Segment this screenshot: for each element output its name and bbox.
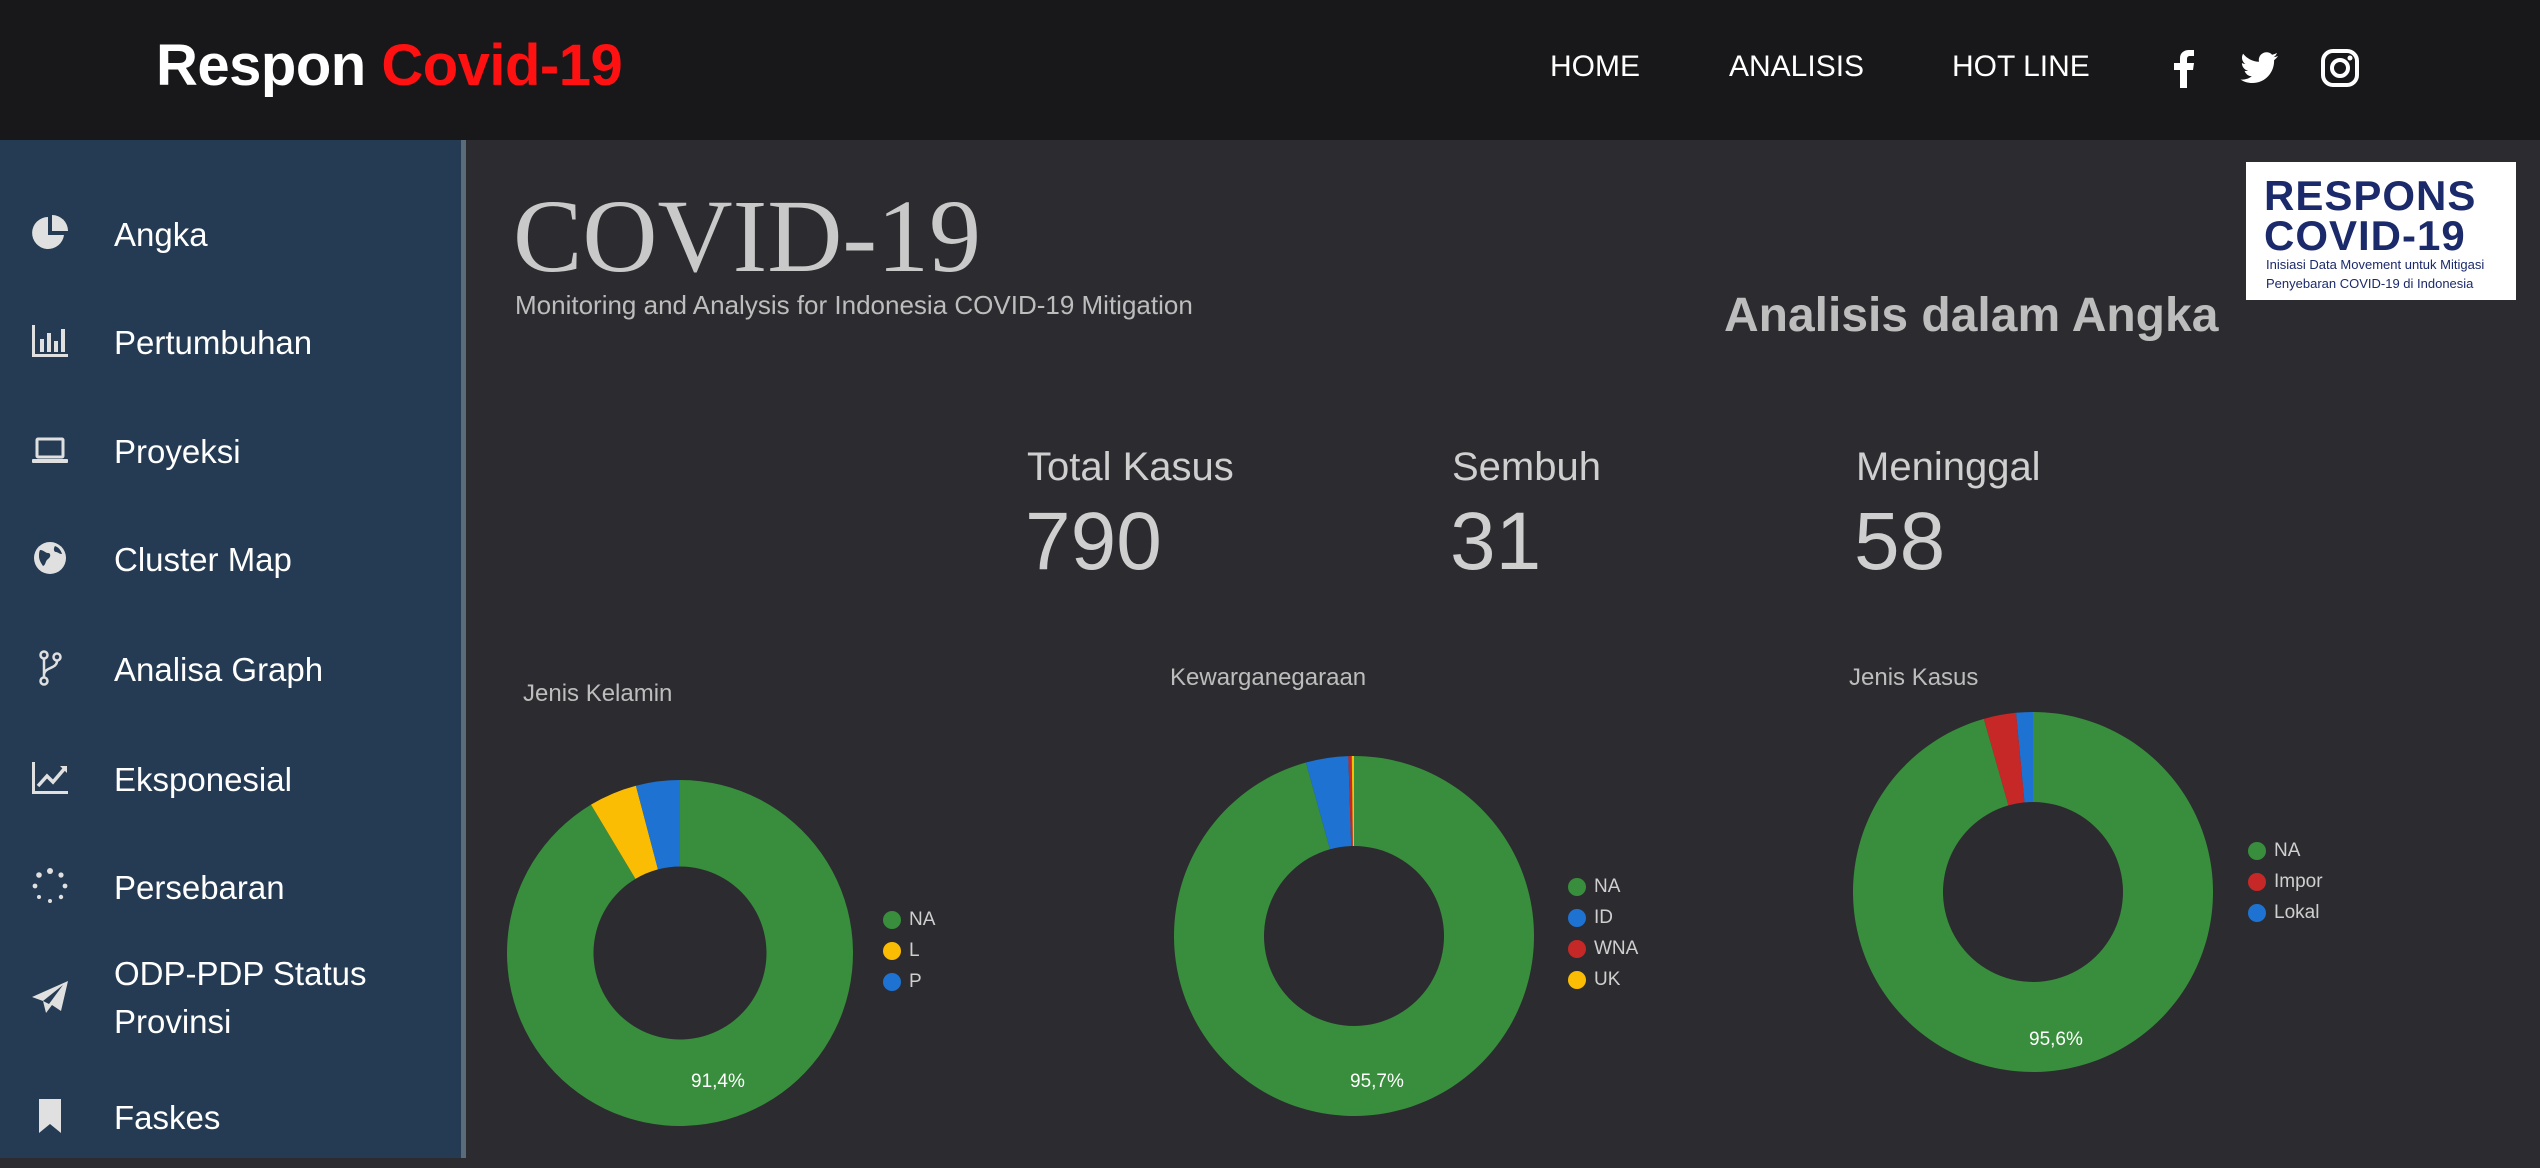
- legend-dot: [1568, 909, 1586, 927]
- legend-dot: [1568, 971, 1586, 989]
- donut-chart-kewarganegaraan: [1174, 756, 1534, 1116]
- page-title: COVID-19: [513, 179, 981, 294]
- paper-plane-icon: [30, 978, 70, 1018]
- sidebar-item-angka[interactable]: Angka: [0, 185, 460, 285]
- logo-line3: Inisiasi Data Movement untuk Mitigasi: [2266, 257, 2485, 272]
- legend-dot: [883, 973, 901, 991]
- brand-text-white: Respon: [156, 33, 366, 98]
- stat-meninggal-label: Meninggal: [1856, 445, 2041, 489]
- stat-total-kasus-value: 790: [1025, 496, 1162, 587]
- donut-slice-uk[interactable]: [1351, 756, 1354, 847]
- sidebar-item-pertumbuhan[interactable]: Pertumbuhan: [0, 293, 460, 393]
- sidebar: Angka Pertumbuhan Proyeksi Cluster Map A…: [0, 140, 466, 1158]
- donut-slice-p[interactable]: [635, 780, 680, 870]
- bar-chart-icon: [30, 321, 70, 361]
- donut-slice-lokal[interactable]: [2016, 712, 2033, 803]
- twitter-icon[interactable]: [2240, 48, 2280, 88]
- facebook-icon[interactable]: [2164, 48, 2204, 88]
- respons-covid-logo: RESPONS COVID-19 Inisiasi Data Movement …: [2246, 162, 2516, 300]
- sidebar-item-label: Faskes: [114, 1099, 221, 1136]
- sidebar-item-cluster-map[interactable]: Cluster Map: [0, 510, 460, 610]
- donut-slice-na[interactable]: [1174, 756, 1534, 1116]
- chart-title-jenis-kelamin: Jenis Kelamin: [523, 680, 673, 707]
- sidebar-item-label: ODP-PDP Status: [114, 955, 367, 992]
- sidebar-item-label-line2: Provinsi: [114, 1003, 232, 1040]
- section-heading: Analisis dalam Angka: [1724, 289, 2219, 342]
- logo-line2: COVID-19: [2264, 212, 2466, 259]
- spinner-icon: [30, 866, 70, 906]
- bookmark-icon: [30, 1096, 70, 1136]
- sidebar-item-persebaran[interactable]: Persebaran: [0, 838, 460, 938]
- sidebar-item-analisa-graph[interactable]: Analisa Graph: [0, 620, 460, 720]
- instagram-icon[interactable]: [2320, 48, 2360, 88]
- sidebar-item-label: Eksponesial: [114, 761, 292, 798]
- donut-slice-na[interactable]: [1853, 712, 2213, 1072]
- stat-sembuh-value: 31: [1450, 496, 1542, 587]
- donut-slice-na[interactable]: [507, 780, 853, 1126]
- stat-total-kasus-label: Total Kasus: [1027, 445, 1234, 489]
- legend-dot: [883, 911, 901, 929]
- legend-dot: [2248, 904, 2266, 922]
- nav-analisis[interactable]: ANALISIS: [1729, 50, 1865, 83]
- legend-dot: [2248, 873, 2266, 891]
- sidebar-item-proyeksi[interactable]: Proyeksi: [0, 402, 460, 502]
- donut-slice-l[interactable]: [591, 785, 658, 879]
- donut-data-label: 95,7%: [1350, 1071, 1404, 1092]
- donut-chart-jenis-kelamin: [507, 780, 853, 1126]
- legend-dot: [1568, 940, 1586, 958]
- legend-dot: [2248, 842, 2266, 860]
- donut-slice-impor[interactable]: [1983, 712, 2025, 806]
- branch-icon: [30, 648, 70, 688]
- legend-dot: [883, 942, 901, 960]
- sidebar-item-label: Cluster Map: [114, 541, 292, 578]
- logo-line4: Penyebaran COVID-19 di Indonesia: [2266, 276, 2474, 291]
- main-content: COVID-19 Monitoring and Analysis for Ind…: [471, 140, 2540, 1158]
- sidebar-item-label: Angka: [114, 216, 208, 253]
- stat-meninggal-value: 58: [1854, 496, 1946, 587]
- brand-logo[interactable]: Respon Covid-19: [156, 32, 623, 99]
- logo-line1: RESPONS: [2264, 172, 2477, 219]
- sidebar-item-label: Persebaran: [114, 869, 285, 906]
- donut-chart-jenis-kasus: [1853, 712, 2213, 1072]
- page-subtitle: Monitoring and Analysis for Indonesia CO…: [515, 290, 1193, 320]
- sidebar-item-faskes[interactable]: Faskes: [0, 1068, 460, 1168]
- donut-data-label: 95,6%: [2029, 1029, 2083, 1050]
- sidebar-item-eksponesial[interactable]: Eksponesial: [0, 730, 460, 830]
- nav-home[interactable]: HOME: [1550, 50, 1640, 83]
- globe-icon: [30, 538, 70, 578]
- laptop-icon: [30, 430, 70, 470]
- pie-chart-icon: [30, 213, 70, 253]
- donut-slice-id[interactable]: [1305, 756, 1352, 850]
- donut-slice-wna[interactable]: [1348, 756, 1353, 847]
- chart-title-jenis-kasus: Jenis Kasus: [1849, 664, 1979, 691]
- chart-title-kewarganegaraan: Kewarganegaraan: [1170, 664, 1367, 691]
- top-navbar: Respon Covid-19 HOME ANALISIS HOT LINE: [0, 0, 2540, 140]
- sidebar-item-label: Analisa Graph: [114, 651, 324, 688]
- sidebar-item-odp-pdp[interactable]: ODP-PDP Status Provinsi: [0, 940, 460, 1060]
- nav-hotline[interactable]: HOT LINE: [1952, 50, 2090, 83]
- sidebar-item-label: Proyeksi: [114, 433, 241, 470]
- line-chart-icon: [30, 758, 70, 798]
- brand-text-red: Covid-19: [381, 33, 623, 98]
- donut-data-label: 91,4%: [691, 1071, 745, 1092]
- stat-sembuh-label: Sembuh: [1452, 445, 1601, 489]
- legend-dot: [1568, 878, 1586, 896]
- sidebar-item-label: Pertumbuhan: [114, 324, 313, 361]
